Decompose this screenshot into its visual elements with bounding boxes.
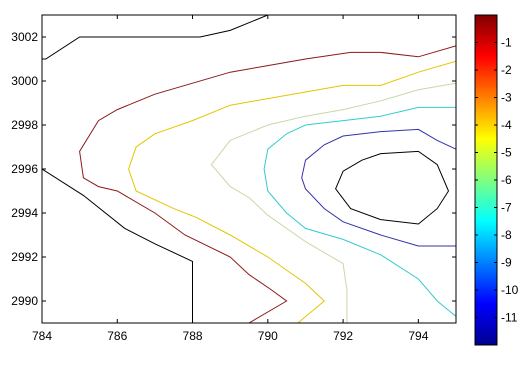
y-tick-label: 2996 [11,162,38,176]
x-axis: 784 786 788 790 792 794 [32,15,429,343]
x-tick-label: 788 [183,329,203,343]
x-tick-label: 784 [32,329,52,343]
colorbar-tick-label: -3 [501,91,512,105]
contour-line-level-m3-3 [128,60,456,323]
colorbar-tick-label: -2 [501,63,512,77]
colorbar-tick-label: -1 [501,36,512,50]
y-tick-label: 2992 [11,250,38,264]
colorbar-ticks: -1 -2 -3 -4 -5 -6 -7 -8 -9 -10 -11 [475,36,519,325]
colorbar-tick-label: -11 [501,311,518,325]
contour-line-level-m1-0 [42,15,423,60]
colorbar [474,14,498,346]
y-axis: 2990 2992 2994 2996 2998 3000 3002 [11,30,456,308]
contour-line-level-m4-4 [210,82,456,323]
contour-line-level-m1-1 [42,168,193,323]
contour-line-level-m2-2 [79,45,456,323]
contour-lines [42,15,456,323]
contour-line-level-m7-7 [335,150,450,225]
x-tick-label: 790 [258,329,278,343]
y-tick-label: 3002 [11,30,38,44]
colorbar-tick-label: -9 [501,256,512,270]
x-tick-label: 794 [408,329,428,343]
plot-area-frame [41,14,457,324]
colorbar-tick-label: -8 [501,228,512,242]
y-tick-label: 2990 [11,294,38,308]
y-tick-label: 2994 [11,206,38,220]
contour-line-level-m6-6 [301,128,456,247]
colorbar-tick-label: -5 [501,146,512,160]
y-tick-label: 3000 [11,74,38,88]
colorbar-tick-label: -10 [501,283,519,297]
x-tick-label: 792 [333,329,353,343]
contour-line-level-m5-5 [263,106,456,317]
y-tick-label: 2998 [11,118,38,132]
colorbar-tick-label: -6 [501,173,512,187]
colorbar-tick-label: -4 [501,118,512,132]
colorbar-tick-label: -7 [501,201,512,215]
x-tick-label: 786 [107,329,127,343]
